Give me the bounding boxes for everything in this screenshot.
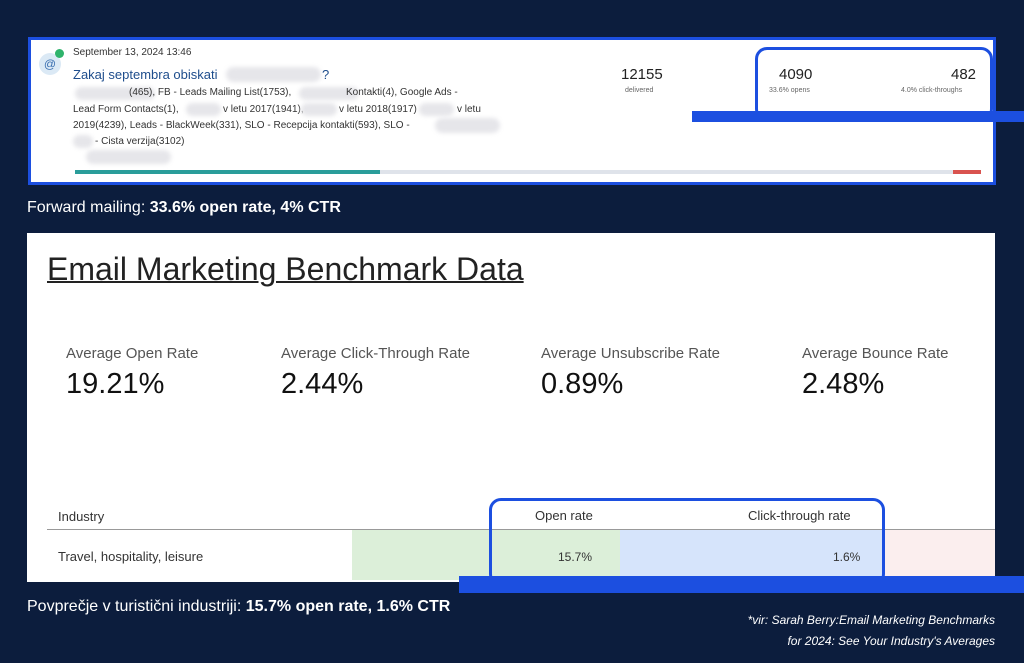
- stat-label: 33.6% opens: [769, 87, 810, 94]
- blurred: [86, 150, 171, 164]
- blurred: [75, 87, 155, 100]
- benchmark-title: Email Marketing Benchmark Data: [47, 251, 524, 287]
- cell-bg: [620, 530, 883, 580]
- cell-bg: [883, 530, 995, 580]
- blurred: [435, 118, 500, 133]
- table-cell: 1.6%: [833, 550, 861, 564]
- list-text: Kontakti(4), Google Ads -: [346, 87, 458, 98]
- highlight-box: [755, 47, 993, 121]
- caption-text: Povprečje v turistični industriji:: [27, 598, 246, 615]
- list-text: - Cista verzija(3102): [95, 136, 185, 147]
- list-text: v letu 2018(1917): [339, 104, 417, 115]
- highlight-bar: [692, 111, 1024, 122]
- metric-value: 2.48%: [802, 368, 885, 400]
- email-icon: @: [39, 53, 61, 75]
- list-text: v letu 2017(1941),: [223, 104, 304, 115]
- stat-label: 4.0% click-throughs: [901, 87, 963, 94]
- progress-fill: [75, 170, 380, 174]
- email-subject-end: ?: [322, 67, 330, 82]
- table-header: Click-through rate: [748, 508, 851, 523]
- metric-label: Average Bounce Rate: [802, 345, 949, 362]
- metric-value: 0.89%: [541, 368, 624, 400]
- metric-label: Average Unsubscribe Rate: [541, 345, 720, 362]
- stat-value: 482: [951, 66, 977, 83]
- caption: Forward mailing: 33.6% open rate, 4% CTR: [27, 199, 341, 217]
- source-line: for 2024: See Your Industry's Averages: [787, 634, 995, 648]
- blurred: [73, 135, 93, 148]
- table-cell: 15.7%: [558, 550, 593, 564]
- blurred: [226, 67, 321, 82]
- caption-bold: 15.7% open rate, 1.6% CTR: [245, 598, 451, 615]
- list-text: v letu: [457, 104, 481, 115]
- email-date: September 13, 2024 13:46: [73, 47, 192, 58]
- caption-text: Forward mailing:: [27, 199, 150, 216]
- metric-label: Average Click-Through Rate: [281, 345, 470, 362]
- source-line: *vir: Sarah Berry:Email Marketing Benchm…: [747, 613, 995, 627]
- list-text: (465), FB - Leads Mailing List(1753),: [129, 87, 292, 98]
- stat-value: 4090: [779, 66, 813, 83]
- caption: Povprečje v turistični industriji: 15.7%…: [27, 598, 450, 616]
- source-note: *vir: Sarah Berry:Email Marketing Benchm…: [748, 610, 995, 652]
- blurred: [419, 103, 454, 116]
- metric-value: 2.44%: [281, 368, 364, 400]
- blurred: [186, 103, 221, 116]
- email-subject: Zakaj septembra obiskati: [73, 67, 218, 82]
- list-text: Lead Form Contacts(1),: [73, 104, 179, 115]
- caption-bold: 33.6% open rate, 4% CTR: [149, 199, 341, 216]
- stat-label: delivered: [625, 87, 654, 94]
- table-rule: [47, 529, 995, 530]
- metric-label: Average Open Rate: [66, 345, 199, 362]
- blurred: [299, 87, 359, 100]
- highlight-box: [489, 498, 885, 586]
- table-header: Open rate: [535, 508, 593, 523]
- table-cell: Travel, hospitality, leisure: [58, 549, 204, 564]
- progress-end: [953, 170, 981, 174]
- benchmark-panel: Email Marketing Benchmark Data Average O…: [27, 233, 995, 582]
- highlight-bar: [459, 576, 1024, 593]
- stat-value: 12155: [621, 66, 663, 83]
- list-text: 2019(4239), Leads - BlackWeek(331), SLO …: [73, 120, 410, 131]
- progress-track: [75, 170, 981, 174]
- table-header: Industry: [58, 509, 105, 524]
- blurred: [301, 103, 337, 116]
- status-dot: [55, 49, 64, 58]
- cell-bg: [352, 530, 620, 580]
- metric-value: 19.21%: [66, 368, 165, 400]
